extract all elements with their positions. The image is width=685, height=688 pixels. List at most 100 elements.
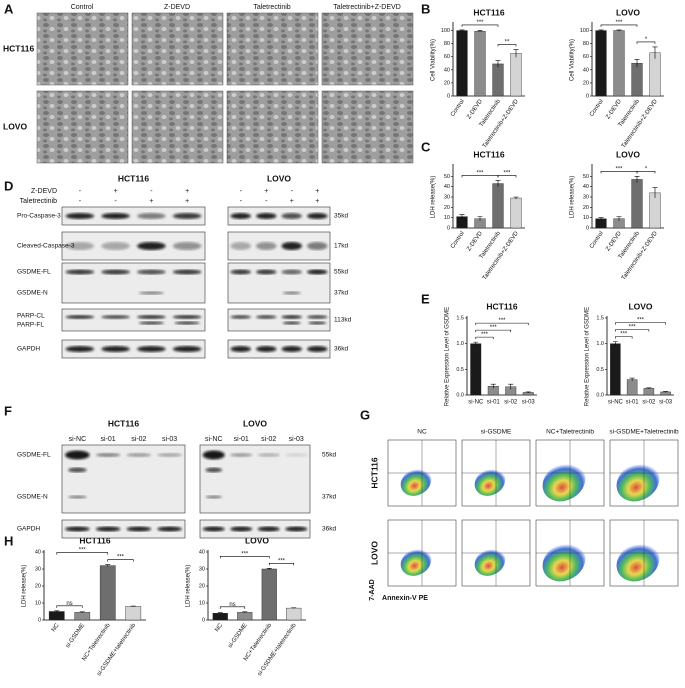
size-label: 36kd [322, 526, 336, 533]
blot-strip [199, 519, 311, 539]
blot-band [281, 269, 302, 275]
significance-label: * [645, 166, 648, 172]
y-tick-label: 20 [583, 205, 589, 211]
row-label: HCT116 [369, 457, 379, 488]
y-tick-label: 40 [35, 549, 41, 555]
significance-label: *** [629, 325, 637, 331]
chart-title: LOVO [245, 535, 269, 545]
y-tick-label: 10 [199, 600, 205, 606]
cell-header: LOVO [243, 418, 267, 428]
treatment-sign: - [291, 188, 294, 195]
significance-label: *** [278, 558, 286, 564]
size-label: 55kd [322, 452, 336, 459]
panel-label: G [360, 407, 370, 422]
x-tick-label: NC [51, 622, 61, 633]
x-tick-label: Control [450, 99, 466, 118]
significance-label: ** [505, 40, 510, 46]
blot-band [126, 526, 152, 532]
blot-band [308, 321, 327, 325]
bar [474, 31, 486, 97]
blot-band [65, 269, 95, 275]
error-bar [266, 568, 272, 570]
flow-density [400, 548, 432, 576]
blot-strip [61, 519, 186, 539]
bar [595, 218, 607, 229]
treatment-label: Taletrectinib [20, 198, 57, 205]
significance-bracket [497, 44, 517, 47]
y-tick-label: 20 [444, 205, 450, 211]
y-tick-label: 10 [583, 215, 589, 221]
y-tick-label: 80 [444, 41, 450, 47]
blot-strip [61, 206, 206, 226]
y-tick-label: 0 [586, 93, 589, 99]
x-tick-label: NC+Taletrectinib [81, 622, 112, 662]
x-tick-label: Taletrectinib+Z-DEVD [482, 230, 520, 281]
treatment-sign: + [185, 188, 189, 195]
significance-bracket [615, 336, 633, 339]
blot-band [172, 346, 202, 352]
significance-bracket [475, 329, 512, 333]
x-tick-label: si-NC [608, 400, 624, 406]
treatment-sign: + [264, 188, 268, 195]
error-bar [495, 60, 501, 68]
treatment-sign: + [315, 198, 319, 205]
blot-band [281, 346, 302, 352]
y-tick-label: 1.5 [456, 315, 464, 321]
flow-density [542, 462, 586, 502]
x-tick-label: si-02 [504, 400, 518, 406]
column-label: si-GSDME+Taletrectinib [609, 429, 679, 436]
blot-band [172, 242, 202, 250]
bar [649, 192, 661, 229]
x-tick-label: NC [214, 622, 224, 633]
lane-label: si-02 [131, 436, 146, 443]
blot-band [307, 242, 328, 250]
blot-band [65, 450, 90, 460]
bar [74, 612, 91, 621]
error-bar [634, 176, 640, 183]
blot-band [68, 495, 87, 499]
significance-label: * [645, 37, 648, 43]
significance-label: *** [615, 20, 623, 26]
blot-band [157, 453, 182, 457]
error-bar [513, 196, 519, 200]
blot-band [282, 321, 301, 325]
significance-bracket [475, 322, 529, 326]
y-tick-label: 40 [444, 67, 450, 73]
blot-band [205, 467, 222, 473]
y-tick-label: 60 [444, 54, 450, 60]
significance-label: *** [117, 555, 125, 561]
y-tick-label: 0 [38, 617, 41, 623]
protein-label: GAPDH [17, 526, 40, 533]
cell-header: LOVO [267, 173, 291, 183]
blot-band [307, 346, 328, 352]
row-label: LOVO [3, 121, 27, 131]
blot-band [205, 495, 222, 499]
column-label: Z-DEVD [164, 4, 190, 11]
bar [237, 612, 253, 621]
bar [510, 197, 522, 229]
error-bar [598, 217, 604, 220]
error-bar [495, 180, 501, 187]
significance-label: *** [241, 551, 249, 557]
error-bar [663, 391, 669, 393]
error-bar [477, 216, 483, 221]
bar [470, 343, 482, 396]
significance-bracket [615, 322, 666, 325]
treatment-sign: - [114, 198, 117, 205]
significance-bracket [615, 329, 650, 332]
treatment-sign: + [315, 188, 319, 195]
x-tick-label: Z-DEVD [466, 98, 484, 120]
bar [649, 52, 661, 97]
y-tick-label: 1.5 [596, 315, 604, 321]
blot-band [256, 346, 277, 352]
y-axis-label: LDH release(%) [22, 565, 28, 608]
chart-title: LOVO [628, 301, 652, 311]
flow-density [400, 468, 432, 496]
blot-band [95, 453, 121, 457]
blot-band [230, 242, 251, 250]
panel-label: F [4, 403, 12, 418]
blot-band [101, 346, 130, 352]
x-tick-label: si-GSDME [65, 623, 86, 650]
error-bar [652, 46, 658, 59]
significance-label: ns [66, 601, 72, 607]
